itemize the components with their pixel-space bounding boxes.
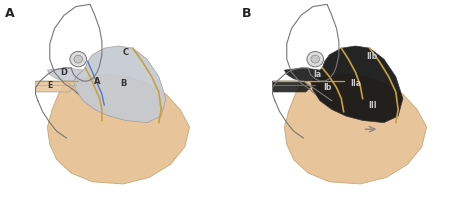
Polygon shape (310, 46, 403, 123)
Text: C: C (123, 48, 128, 57)
Circle shape (311, 55, 319, 63)
Polygon shape (36, 81, 73, 92)
Polygon shape (284, 74, 427, 184)
Text: D: D (61, 68, 67, 77)
Circle shape (307, 51, 324, 67)
Text: Ib: Ib (323, 83, 331, 92)
Circle shape (70, 51, 86, 67)
Circle shape (74, 55, 82, 63)
Polygon shape (73, 46, 166, 123)
Text: III: III (368, 101, 376, 110)
Text: IIa: IIa (350, 79, 361, 88)
Text: B: B (120, 79, 127, 88)
Polygon shape (47, 68, 83, 81)
Text: Ia: Ia (313, 70, 322, 79)
Polygon shape (284, 68, 320, 81)
Text: A: A (94, 76, 100, 86)
Text: B: B (242, 7, 251, 19)
Text: IIb: IIb (366, 52, 378, 62)
Polygon shape (47, 74, 190, 184)
Text: E: E (47, 81, 53, 90)
Polygon shape (273, 81, 310, 92)
Text: A: A (5, 7, 14, 19)
